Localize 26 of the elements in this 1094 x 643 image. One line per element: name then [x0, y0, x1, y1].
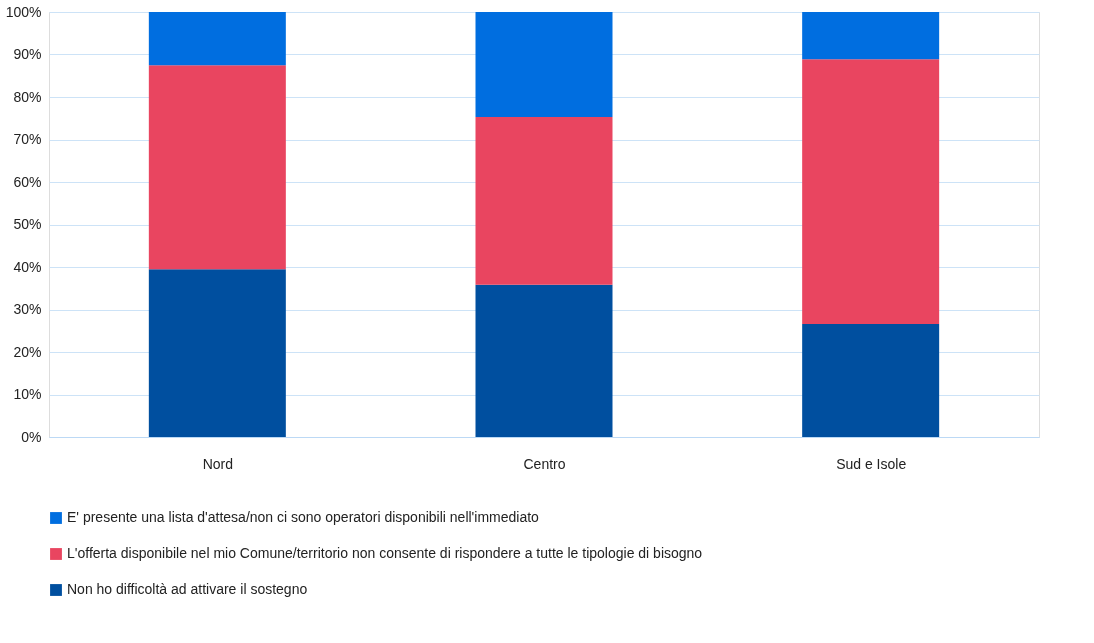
bar	[148, 269, 286, 437]
y-tick-label: 0%	[21, 428, 42, 445]
y-tick-label: 30%	[13, 301, 42, 317]
y-tick-label: 40%	[13, 258, 42, 275]
y-tick-label: 80%	[13, 88, 42, 105]
y-tick-label: 10%	[13, 386, 42, 402]
y-tick-label: 60%	[13, 173, 42, 190]
legend-label: Non ho difficoltà ad attivare il sostegno	[67, 581, 308, 597]
bar	[475, 116, 613, 285]
bar	[802, 12, 940, 60]
x-tick-label: Sud e Isole	[836, 455, 907, 472]
legend-label: E' presente una lista d'attesa/non ci sono operatori disponibili nell'immediato	[67, 509, 540, 525]
y-tick-label: 50%	[13, 216, 42, 232]
bar	[802, 323, 940, 437]
y-tick-label: 100%	[5, 3, 42, 20]
y-tick-label: 70%	[13, 131, 42, 147]
y-tick-label: 20%	[13, 343, 42, 360]
bar	[148, 65, 286, 270]
bar	[148, 12, 286, 66]
bar	[475, 12, 613, 117]
y-tick-label: 90%	[13, 46, 42, 62]
legend-label: L'offerta disponibile nel mio Comune/territorio non consente di rispondere a tutte le tipologie di bisogno	[67, 545, 703, 561]
x-tick-label: Centro	[523, 455, 566, 472]
bar	[802, 59, 940, 324]
bar	[475, 284, 613, 437]
x-tick-label: Nord	[202, 455, 234, 472]
